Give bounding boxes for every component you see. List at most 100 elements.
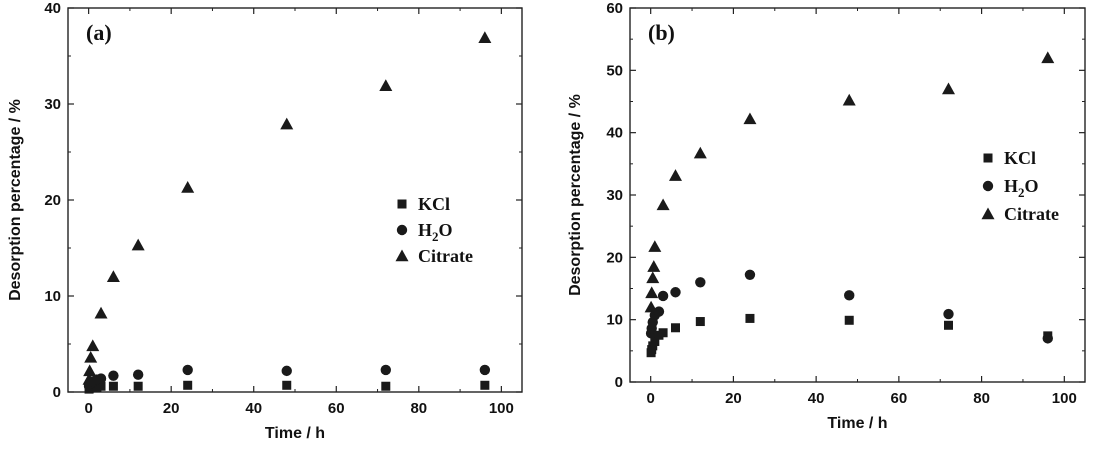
data-point-square (133, 381, 143, 391)
x-tick-label: 60 (328, 400, 345, 417)
legend-label-name: Citrate (418, 246, 473, 266)
x-tick-label: 100 (489, 400, 514, 417)
legend-label: Citrate (1004, 204, 1059, 224)
legend-marker-triangle (395, 249, 409, 262)
x-tick-label: 20 (163, 400, 180, 417)
legend-label-name: KCl (418, 194, 450, 214)
legend-label-name: H (418, 220, 432, 240)
data-point-triangle (84, 350, 98, 363)
y-tick-label: 40 (606, 125, 623, 142)
legend-label-name: Citrate (1004, 204, 1059, 224)
data-point-triangle (693, 146, 707, 159)
legend-label: Citrate (418, 246, 473, 266)
data-point-square (480, 380, 490, 390)
data-point-circle (182, 364, 193, 376)
x-tick-label: 20 (725, 390, 742, 407)
data-point-circle (657, 290, 669, 302)
data-point-triangle (86, 339, 100, 352)
data-point-circle (132, 369, 144, 380)
data-point-square (282, 380, 292, 390)
legend-marker-circle (982, 180, 994, 192)
data-point-triangle (379, 79, 393, 91)
data-point-triangle (478, 31, 492, 43)
data-point-triangle (648, 240, 662, 252)
y-tick-label: 30 (44, 96, 61, 113)
data-point-square (650, 336, 660, 346)
legend-label-suffix: O (439, 220, 453, 240)
x-tick-label: 0 (84, 400, 92, 417)
data-point-square (944, 320, 953, 330)
data-point-square (183, 380, 193, 390)
legend-label-suffix: O (1025, 176, 1039, 196)
legend-label-subscript: 2 (432, 229, 439, 244)
data-point-square (96, 381, 106, 391)
legend-label: H2O (1004, 176, 1039, 200)
data-point-triangle (131, 238, 145, 251)
data-point-circle (380, 364, 391, 376)
x-tick-label: 80 (410, 400, 427, 417)
data-point-triangle (842, 93, 856, 106)
y-tick-label: 0 (615, 374, 623, 391)
data-point-triangle (106, 270, 120, 282)
data-point-triangle (942, 82, 955, 95)
x-tick-label: 80 (973, 390, 990, 407)
data-point-triangle (94, 306, 108, 319)
data-point-circle (695, 277, 706, 288)
data-point-circle (479, 364, 491, 376)
legend-label-name: H (1004, 176, 1018, 196)
data-point-triangle (743, 112, 757, 125)
legend-label: KCl (418, 194, 450, 214)
data-point-triangle (644, 300, 658, 313)
x-tick-label: 40 (808, 390, 825, 407)
panel-label: (b) (648, 20, 675, 45)
data-point-triangle (645, 286, 659, 299)
data-point-circle (281, 365, 292, 377)
y-tick-label: 10 (44, 288, 61, 305)
data-point-square (695, 317, 705, 327)
data-point-triangle (647, 260, 661, 272)
data-point-triangle (646, 271, 660, 284)
data-point-triangle (82, 373, 96, 385)
data-point-square (381, 381, 391, 391)
legend-marker-square (983, 153, 993, 163)
legend-label-name: KCl (1004, 148, 1036, 168)
y-tick-label: 50 (606, 62, 623, 79)
data-point-triangle (669, 169, 682, 181)
y-axis-title: Desorption percentage / % (567, 94, 584, 296)
legend-label-subscript: 2 (1018, 185, 1025, 200)
x-tick-label: 100 (1052, 390, 1077, 407)
data-point-square (671, 323, 680, 333)
y-tick-label: 40 (44, 0, 61, 17)
y-tick-label: 20 (606, 249, 623, 266)
data-point-circle (844, 290, 855, 301)
legend-marker-square (397, 199, 407, 209)
plot-frame (67, 7, 523, 393)
panel-b: 0 10 20 30 40 50 60 0 20 40 60 80 100 Time / h Desorpt… (567, 0, 1086, 432)
data-point-triangle (83, 364, 97, 377)
y-tick-label: 0 (53, 384, 61, 401)
x-axis-title: Time / h (827, 415, 887, 432)
data-point-circle (108, 370, 119, 381)
legend-label: H2O (418, 220, 453, 244)
data-point-circle (95, 373, 107, 384)
y-tick-label: 10 (606, 312, 623, 329)
data-point-circle (744, 269, 756, 280)
data-point-square (658, 328, 668, 338)
legend: KCl H2O Citrate (981, 148, 1059, 224)
legend-marker-circle (396, 224, 408, 236)
data-point-triangle (656, 198, 670, 211)
panel-label: (a) (86, 20, 112, 45)
x-axis-title: Time / h (265, 425, 325, 442)
panel-a: 0 10 20 30 40 0 20 40 60 80 100 Time / h Desorption … (7, 0, 523, 442)
y-tick-label: 20 (44, 192, 61, 209)
data-point-circle (943, 308, 954, 320)
data-point-triangle (1041, 51, 1055, 64)
legend-label: KCl (1004, 148, 1036, 168)
data-point-triangle (280, 117, 294, 130)
data-point-square (108, 381, 118, 391)
legend-marker-triangle (981, 207, 995, 220)
data-point-circle (1042, 333, 1053, 344)
y-tick-label: 60 (606, 0, 623, 17)
